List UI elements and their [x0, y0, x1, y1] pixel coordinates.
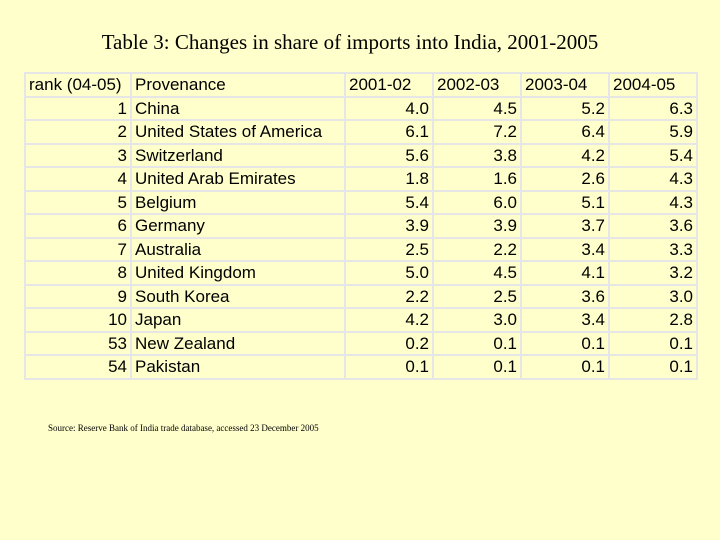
value-cell: 3.6 — [522, 285, 608, 307]
table-header-row: rank (04-05) Provenance 2001-02 2002-03 … — [26, 74, 696, 96]
header-2001-02: 2001-02 — [346, 74, 432, 96]
value-cell: 0.1 — [522, 356, 608, 378]
value-cell: 2.5 — [346, 238, 432, 260]
value-cell: 4.0 — [346, 97, 432, 119]
value-cell: 4.3 — [610, 191, 696, 213]
value-cell: 2.8 — [610, 309, 696, 331]
value-cell: 0.1 — [346, 356, 432, 378]
value-cell: 5.2 — [522, 97, 608, 119]
value-cell: 0.1 — [522, 332, 608, 354]
value-cell: 6.3 — [610, 97, 696, 119]
value-cell: 2.5 — [434, 285, 520, 307]
page-title: Table 3: Changes in share of imports int… — [101, 30, 599, 54]
value-cell: 4.2 — [346, 309, 432, 331]
header-2004-05: 2004-05 — [610, 74, 696, 96]
table-row: 54 Pakistan 0.1 0.1 0.1 0.1 — [26, 356, 696, 378]
value-cell: 3.8 — [434, 144, 520, 166]
rank-cell: 1 — [26, 97, 130, 119]
value-cell: 2.2 — [434, 238, 520, 260]
header-provenance: Provenance — [132, 74, 344, 96]
rank-cell: 5 — [26, 191, 130, 213]
header-2002-03: 2002-03 — [434, 74, 520, 96]
table-row: 53 New Zealand 0.2 0.1 0.1 0.1 — [26, 332, 696, 354]
provenance-cell: Germany — [132, 215, 344, 237]
value-cell: 3.3 — [610, 238, 696, 260]
provenance-cell: New Zealand — [132, 332, 344, 354]
value-cell: 6.1 — [346, 121, 432, 143]
value-cell: 3.9 — [434, 215, 520, 237]
provenance-cell: South Korea — [132, 285, 344, 307]
value-cell: 0.1 — [434, 356, 520, 378]
rank-cell: 54 — [26, 356, 130, 378]
value-cell: 6.4 — [522, 121, 608, 143]
provenance-cell: Belgium — [132, 191, 344, 213]
value-cell: 5.9 — [610, 121, 696, 143]
value-cell: 4.5 — [434, 97, 520, 119]
value-cell: 4.2 — [522, 144, 608, 166]
table-row: 4 United Arab Emirates 1.8 1.6 2.6 4.3 — [26, 168, 696, 190]
rank-cell: 8 — [26, 262, 130, 284]
value-cell: 2.2 — [346, 285, 432, 307]
table-row: 5 Belgium 5.4 6.0 5.1 4.3 — [26, 191, 696, 213]
value-cell: 0.1 — [434, 332, 520, 354]
table-row: 7 Australia 2.5 2.2 3.4 3.3 — [26, 238, 696, 260]
value-cell: 0.2 — [346, 332, 432, 354]
value-cell: 1.6 — [434, 168, 520, 190]
value-cell: 6.0 — [434, 191, 520, 213]
value-cell: 5.1 — [522, 191, 608, 213]
value-cell: 3.4 — [522, 238, 608, 260]
value-cell: 3.4 — [522, 309, 608, 331]
provenance-cell: Switzerland — [132, 144, 344, 166]
header-rank: rank (04-05) — [26, 74, 130, 96]
rank-cell: 53 — [26, 332, 130, 354]
provenance-cell: United Arab Emirates — [132, 168, 344, 190]
value-cell: 1.8 — [346, 168, 432, 190]
provenance-cell: Pakistan — [132, 356, 344, 378]
source-note: Source: Reserve Bank of India trade data… — [48, 423, 319, 433]
value-cell: 5.0 — [346, 262, 432, 284]
provenance-cell: Australia — [132, 238, 344, 260]
value-cell: 2.6 — [522, 168, 608, 190]
value-cell: 5.4 — [346, 191, 432, 213]
rank-cell: 9 — [26, 285, 130, 307]
provenance-cell: United States of America — [132, 121, 344, 143]
value-cell: 4.3 — [610, 168, 696, 190]
value-cell: 0.1 — [610, 332, 696, 354]
value-cell: 3.7 — [522, 215, 608, 237]
table-row: 1 China 4.0 4.5 5.2 6.3 — [26, 97, 696, 119]
value-cell: 3.6 — [610, 215, 696, 237]
rank-cell: 6 — [26, 215, 130, 237]
value-cell: 5.6 — [346, 144, 432, 166]
value-cell: 3.0 — [610, 285, 696, 307]
rank-cell: 3 — [26, 144, 130, 166]
table-row: 6 Germany 3.9 3.9 3.7 3.6 — [26, 215, 696, 237]
table-row: 3 Switzerland 5.6 3.8 4.2 5.4 — [26, 144, 696, 166]
rank-cell: 10 — [26, 309, 130, 331]
value-cell: 3.9 — [346, 215, 432, 237]
table-row: 2 United States of America 6.1 7.2 6.4 5… — [26, 121, 696, 143]
value-cell: 3.0 — [434, 309, 520, 331]
imports-table: rank (04-05) Provenance 2001-02 2002-03 … — [24, 72, 698, 380]
value-cell: 4.5 — [434, 262, 520, 284]
provenance-cell: Japan — [132, 309, 344, 331]
rank-cell: 7 — [26, 238, 130, 260]
value-cell: 3.2 — [610, 262, 696, 284]
provenance-cell: China — [132, 97, 344, 119]
value-cell: 4.1 — [522, 262, 608, 284]
table-row: 10 Japan 4.2 3.0 3.4 2.8 — [26, 309, 696, 331]
table-row: 9 South Korea 2.2 2.5 3.6 3.0 — [26, 285, 696, 307]
table-row: 8 United Kingdom 5.0 4.5 4.1 3.2 — [26, 262, 696, 284]
value-cell: 0.1 — [610, 356, 696, 378]
value-cell: 5.4 — [610, 144, 696, 166]
value-cell: 7.2 — [434, 121, 520, 143]
header-2003-04: 2003-04 — [522, 74, 608, 96]
rank-cell: 2 — [26, 121, 130, 143]
rank-cell: 4 — [26, 168, 130, 190]
provenance-cell: United Kingdom — [132, 262, 344, 284]
